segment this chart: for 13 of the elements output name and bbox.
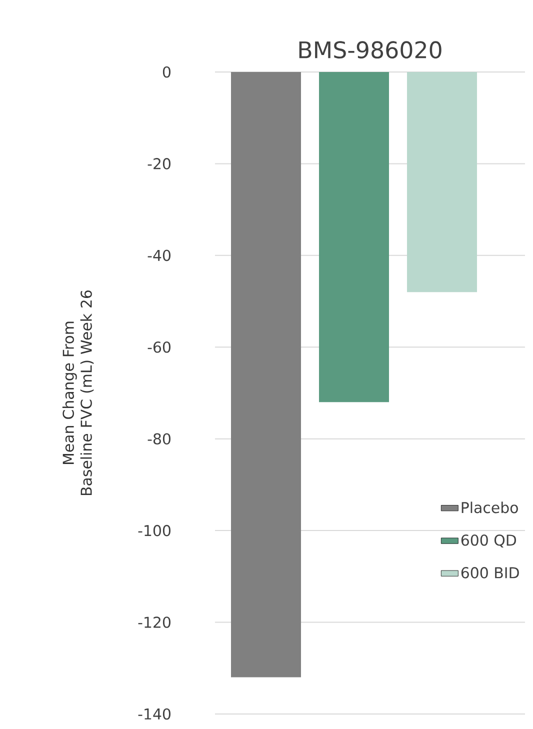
legend-label: 600 BID (461, 567, 519, 578)
y-tick-label: -20 (148, 158, 170, 170)
legend-label: 600 QD (461, 534, 516, 548)
y-tick-label: -140 (138, 708, 170, 720)
legend-label: Placebo (462, 502, 518, 514)
y-tick-label: -60 (148, 341, 170, 353)
chart-title: BMS-986020 (299, 41, 442, 58)
y-tick-label: -80 (148, 433, 170, 445)
y-axis-title: Mean Change From Baseline FVC (mL) Week 26 (62, 290, 94, 496)
y-tick-label: -120 (138, 616, 170, 628)
y-tick-label: 0 (162, 66, 170, 78)
y-tick-label: -40 (148, 250, 170, 262)
y-tick-label: -100 (138, 524, 170, 536)
